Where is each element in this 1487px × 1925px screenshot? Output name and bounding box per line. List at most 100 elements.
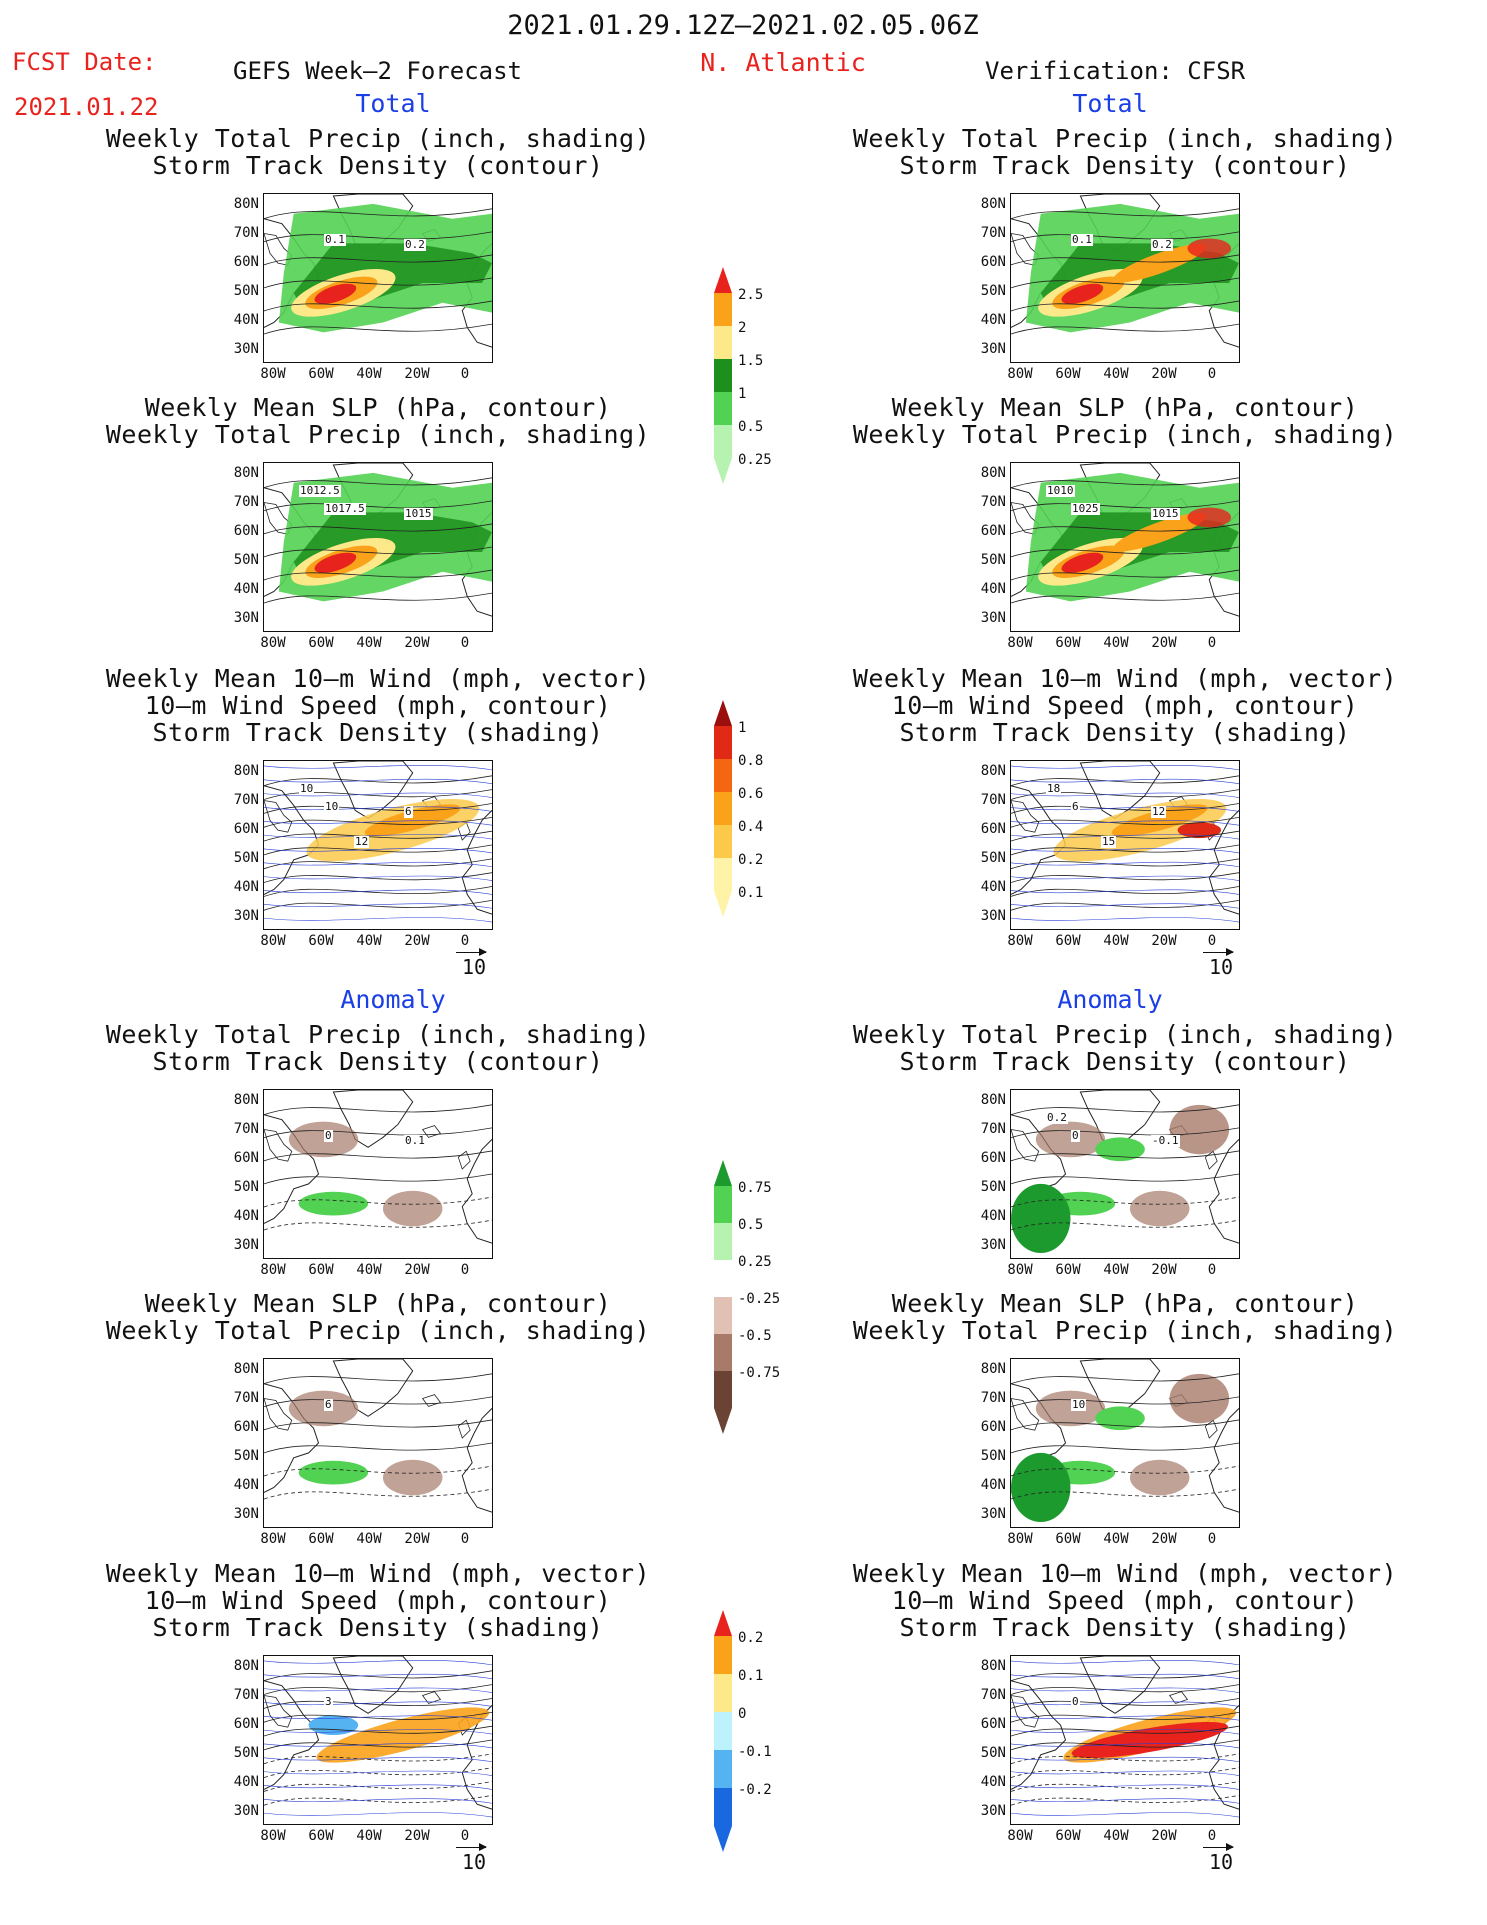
- latitude-tick-label: 40N: [233, 1208, 259, 1224]
- panel-title-line: 10–m Wind Speed (mph, contour): [891, 691, 1359, 720]
- reference-vector-label: 10: [1209, 1850, 1234, 1874]
- contour-label: 1015: [1151, 507, 1180, 520]
- longitude-tick-label: 60W: [308, 635, 334, 651]
- colorbar-segment: [714, 1788, 732, 1826]
- latitude-tick-label: 50N: [233, 1745, 259, 1761]
- latitude-tick-label: 80N: [980, 1361, 1006, 1377]
- colorbar-tick-label: 2: [738, 320, 747, 336]
- longitude-tick-label: 20W: [1151, 1262, 1177, 1278]
- colorbar-top-triangle: [714, 267, 732, 293]
- latitude-tick-label: 70N: [233, 792, 259, 808]
- map-panel-l1: 0.1 0.2: [263, 193, 493, 363]
- colorbar-bottom-triangle: [714, 458, 732, 484]
- panel-title-line: Weekly Mean SLP (hPa, contour): [144, 393, 612, 422]
- latitude-tick-label: 30N: [980, 1237, 1006, 1253]
- arrow-icon: [1203, 948, 1234, 956]
- colorbar-segment: [714, 858, 732, 891]
- longitude-tick-label: 40W: [356, 1531, 382, 1547]
- longitude-tick-label: 60W: [308, 1531, 334, 1547]
- longitude-tick-label: 0: [1207, 1531, 1217, 1547]
- colorbar-segment: [714, 792, 732, 825]
- panel-title-line: Weekly Total Precip (inch, shading): [105, 1316, 651, 1345]
- map-panel-l3: 10 6 10 12: [263, 760, 493, 930]
- longitude-tick-label: 40W: [356, 635, 382, 651]
- panel-title-line: Weekly Total Precip (inch, shading): [852, 124, 1398, 153]
- reference-vector-label: 10: [462, 955, 487, 979]
- latitude-tick-label: 70N: [980, 1390, 1006, 1406]
- latitude-tick-label: 80N: [980, 465, 1006, 481]
- colorbar-segment: [714, 1750, 732, 1788]
- panel-title-line: Weekly Total Precip (inch, shading): [105, 1020, 651, 1049]
- panel-title-line: Weekly Mean SLP (hPa, contour): [144, 1289, 612, 1318]
- colorbar-segment: [714, 726, 732, 759]
- longitude-tick-label: 60W: [1055, 1531, 1081, 1547]
- latitude-tick-label: 70N: [980, 225, 1006, 241]
- contour-label: 1025: [1071, 502, 1100, 515]
- fcst-date-label: FCST Date:: [12, 48, 157, 76]
- longitude-tick-label: 0: [1207, 635, 1217, 651]
- contour-label: 0.2: [1151, 238, 1173, 251]
- latitude-tick-label: 50N: [980, 1448, 1006, 1464]
- colorbar-segment: [714, 293, 732, 326]
- contour-label: 1015: [404, 507, 433, 520]
- colorbar-segment: [714, 1334, 732, 1371]
- latitude-tick-label: 60N: [980, 254, 1006, 270]
- latitude-tick-label: 50N: [980, 1745, 1006, 1761]
- contour-label: 0.1: [404, 1134, 426, 1147]
- colorbar-top-triangle: [714, 1160, 732, 1186]
- longitude-tick-label: 0: [460, 1531, 470, 1547]
- colorbar-segment: [714, 1636, 732, 1674]
- latitude-tick-label: 80N: [233, 465, 259, 481]
- colorbar-precip_total: [714, 267, 732, 484]
- contour-label: 6: [324, 1398, 333, 1411]
- longitude-tick-label: 40W: [356, 366, 382, 382]
- latitude-tick-label: 60N: [233, 1419, 259, 1435]
- colorbar-tick-label: 0.2: [738, 1630, 764, 1646]
- total-section-label-left: Total: [355, 89, 431, 118]
- latitude-tick-label: 80N: [233, 1361, 259, 1377]
- latitude-tick-label: 50N: [233, 1448, 259, 1464]
- latitude-tick-label: 40N: [980, 581, 1006, 597]
- reference-vector-arrow: 10: [1203, 948, 1234, 979]
- latitude-tick-label: 60N: [980, 523, 1006, 539]
- longitude-tick-label: 80W: [260, 1531, 286, 1547]
- total-section-label-right: Total: [1072, 89, 1148, 118]
- longitude-tick-label: 20W: [1151, 1828, 1177, 1844]
- colorbar-segment: [714, 1297, 732, 1334]
- reference-vector-arrow: 10: [1203, 1843, 1234, 1874]
- colorbar-bottom-triangle: [714, 1408, 732, 1434]
- colorbar-tick-label: 0.6: [738, 786, 764, 802]
- contour-label: 12: [1151, 805, 1167, 818]
- panel-title-line: Weekly Mean 10–m Wind (mph, vector): [852, 1559, 1398, 1588]
- colorbar-segment: [714, 1371, 732, 1408]
- longitude-tick-label: 40W: [1103, 635, 1129, 651]
- longitude-tick-label: 20W: [404, 635, 430, 651]
- latitude-tick-label: 40N: [233, 1477, 259, 1493]
- longitude-tick-label: 0: [1207, 933, 1217, 949]
- colorbar-segment: [714, 425, 732, 458]
- colorbar-tick-label: 0.25: [738, 1254, 772, 1270]
- colorbar-tick-label: 0.4: [738, 819, 764, 835]
- latitude-tick-label: 30N: [233, 1506, 259, 1522]
- contour-label: 0: [1071, 1129, 1080, 1142]
- map-panel-r2: 1025 1015 1010: [1010, 462, 1240, 632]
- longitude-tick-label: 80W: [260, 1262, 286, 1278]
- latitude-tick-label: 40N: [233, 879, 259, 895]
- contour-label: 12: [354, 835, 370, 848]
- contour-label: 15: [1101, 835, 1117, 848]
- latitude-tick-label: 60N: [980, 1150, 1006, 1166]
- map-panel-r3: 6 12 18 15: [1010, 760, 1240, 930]
- colorbar-segment: [714, 825, 732, 858]
- contour-label: 18: [1046, 782, 1062, 795]
- longitude-tick-label: 40W: [1103, 1262, 1129, 1278]
- latitude-tick-label: 60N: [980, 1419, 1006, 1435]
- contour-label: -0.1: [1151, 1134, 1180, 1147]
- colorbar-tick-label: 0.75: [738, 1180, 772, 1196]
- latitude-tick-label: 30N: [233, 908, 259, 924]
- latitude-tick-label: 70N: [980, 494, 1006, 510]
- longitude-tick-label: 60W: [1055, 1828, 1081, 1844]
- panel-title-line: 10–m Wind Speed (mph, contour): [891, 1586, 1359, 1615]
- latitude-tick-label: 40N: [980, 1774, 1006, 1790]
- map-panel-l4: 0 0.1: [263, 1089, 493, 1259]
- anomaly-section-label-right: Anomaly: [1057, 985, 1163, 1014]
